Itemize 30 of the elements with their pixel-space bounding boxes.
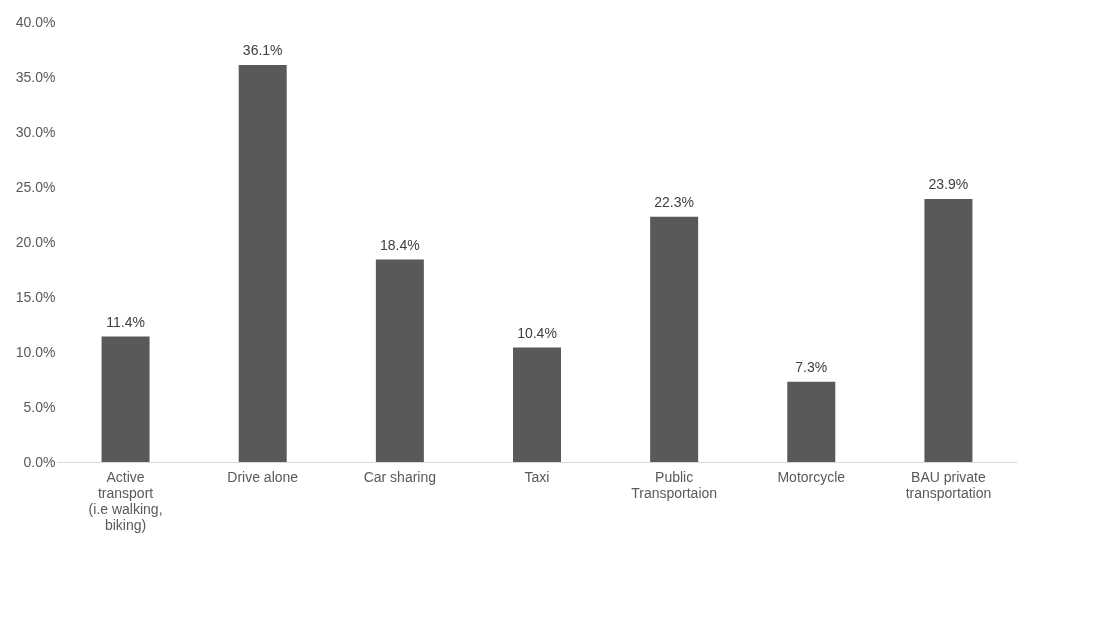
bar bbox=[787, 381, 836, 462]
bar bbox=[101, 336, 150, 462]
x-tick-label: Drive alone bbox=[227, 468, 299, 485]
y-tick-label: 15.0% bbox=[15, 288, 56, 305]
x-tick-label: Car sharing bbox=[363, 468, 437, 485]
data-label: 11.4% bbox=[106, 313, 145, 330]
data-label: 36.1% bbox=[242, 41, 283, 58]
bar bbox=[650, 216, 699, 462]
x-tick-label: Taxi bbox=[524, 468, 550, 485]
x-tick-label: Public Transportaion bbox=[631, 468, 718, 501]
x-tick-label: Active transport (i.e walking, biking) bbox=[88, 468, 163, 533]
y-tick-label: 35.0% bbox=[15, 68, 56, 85]
data-label: 7.3% bbox=[795, 358, 828, 375]
y-tick-label: 20.0% bbox=[15, 233, 56, 250]
data-label: 10.4% bbox=[517, 324, 557, 341]
x-tick-label: BAU private transportation bbox=[905, 468, 992, 501]
y-tick-label: 40.0% bbox=[15, 13, 56, 30]
bar bbox=[238, 64, 287, 462]
data-label: 22.3% bbox=[654, 193, 694, 210]
data-label: 18.4% bbox=[380, 236, 420, 253]
data-label: 23.9% bbox=[928, 176, 969, 193]
y-tick-label: 25.0% bbox=[15, 178, 56, 195]
y-tick-label: 10.0% bbox=[15, 343, 56, 360]
y-tick-label: 5.0% bbox=[23, 398, 56, 415]
bar bbox=[375, 259, 424, 462]
y-tick-label: 30.0% bbox=[15, 123, 56, 140]
y-tick-label: 0.0% bbox=[23, 453, 56, 470]
bar bbox=[513, 347, 561, 462]
x-tick-label: Motorcycle bbox=[777, 468, 846, 485]
bar bbox=[924, 199, 973, 462]
